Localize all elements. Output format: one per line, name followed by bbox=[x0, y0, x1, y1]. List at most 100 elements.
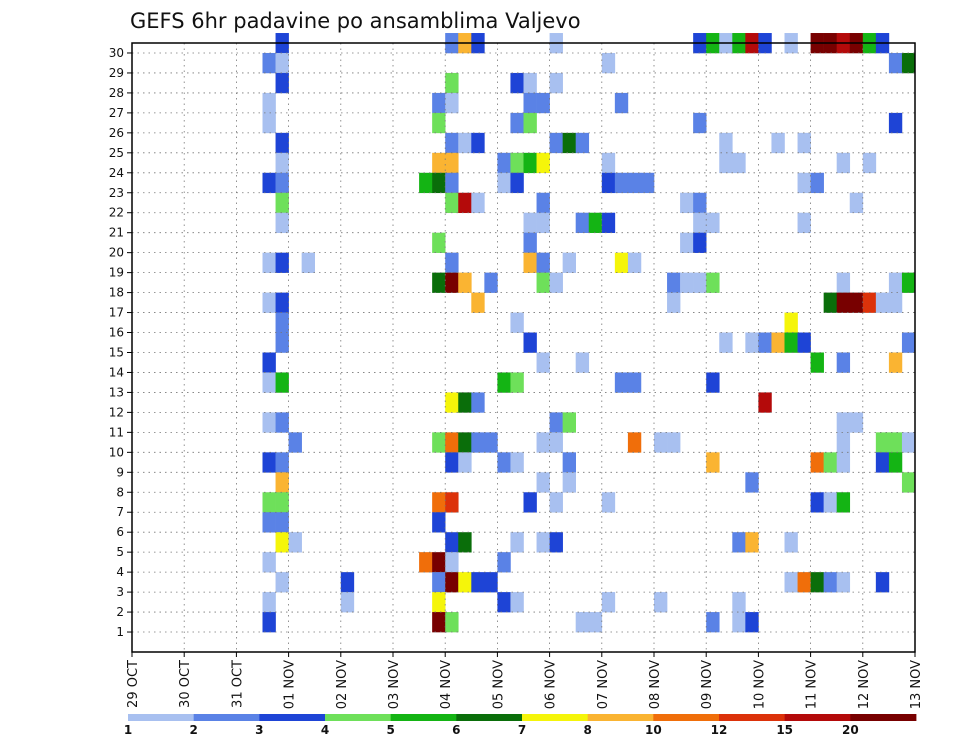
precip-cell bbox=[601, 52, 616, 74]
precip-cell bbox=[432, 592, 446, 613]
precip-cell bbox=[667, 432, 681, 453]
precip-cell bbox=[888, 272, 903, 293]
grid bbox=[132, 43, 915, 652]
precip-cell bbox=[549, 412, 563, 433]
precip-cell bbox=[706, 212, 720, 233]
precip-cell bbox=[562, 132, 576, 154]
precip-cell bbox=[575, 612, 590, 633]
y-tick-label: 18 bbox=[109, 286, 124, 300]
precip-cell bbox=[471, 192, 485, 214]
precip-cell bbox=[810, 452, 824, 473]
x-tick-label: 04 NOV bbox=[439, 660, 454, 709]
precip-cell bbox=[536, 472, 550, 493]
precip-cell bbox=[549, 272, 563, 293]
precip-cell bbox=[445, 552, 459, 573]
x-tick-label: 29 OCT bbox=[126, 660, 141, 708]
precip-cell bbox=[445, 192, 459, 214]
precip-cell bbox=[523, 232, 537, 253]
precip-cell bbox=[549, 532, 563, 553]
precip-cell bbox=[810, 172, 824, 194]
precip-cell bbox=[262, 512, 276, 533]
x-tick-label: 06 NOV bbox=[544, 660, 559, 709]
precip-cell bbox=[745, 532, 759, 553]
precip-cell bbox=[836, 432, 851, 453]
colorbar-label: 4 bbox=[321, 723, 329, 737]
precip-cell bbox=[875, 292, 890, 313]
precip-cell bbox=[575, 212, 590, 233]
y-tick-label: 30 bbox=[109, 46, 124, 60]
precip-cell bbox=[262, 112, 276, 134]
precip-cell bbox=[458, 392, 472, 413]
y-tick-label: 29 bbox=[109, 66, 124, 80]
y-tick-label: 9 bbox=[116, 465, 124, 479]
precip-cell bbox=[536, 192, 550, 214]
precip-cell bbox=[758, 392, 772, 413]
precip-cell bbox=[732, 612, 746, 633]
precip-cell bbox=[275, 72, 289, 94]
colorbar-label: 1 bbox=[124, 723, 132, 737]
x-tick-label: 30 OCT bbox=[178, 660, 193, 708]
precip-cell bbox=[836, 292, 851, 313]
colorbar-label: 20 bbox=[842, 723, 859, 737]
x-tick-label: 03 NOV bbox=[387, 660, 402, 709]
precip-cell bbox=[445, 452, 459, 473]
precip-cell bbox=[836, 572, 851, 593]
precip-cell bbox=[288, 532, 302, 553]
precip-cell bbox=[549, 492, 563, 513]
precip-cell bbox=[562, 472, 576, 493]
precip-cell bbox=[797, 132, 811, 154]
precip-cell bbox=[706, 452, 720, 473]
precip-cell bbox=[771, 332, 785, 353]
precip-cell bbox=[445, 172, 459, 194]
x-tick-label: 02 NOV bbox=[335, 660, 350, 709]
precip-cell bbox=[888, 112, 903, 134]
precip-cell bbox=[523, 332, 537, 353]
precip-cell bbox=[536, 272, 550, 293]
precip-cell bbox=[536, 252, 550, 273]
precip-cell bbox=[784, 532, 798, 553]
y-tick-label: 17 bbox=[109, 306, 124, 320]
precip-cell bbox=[614, 172, 629, 194]
precip-cell bbox=[823, 492, 837, 513]
precip-cell bbox=[288, 432, 302, 453]
colorbar-swatch bbox=[128, 714, 195, 721]
precip-cell bbox=[654, 592, 668, 613]
precip-cell bbox=[262, 492, 276, 513]
precip-cell bbox=[836, 452, 851, 473]
precip-cell bbox=[536, 152, 550, 174]
colorbar-label: 2 bbox=[189, 723, 197, 737]
precip-cell bbox=[732, 152, 746, 174]
precip-cell bbox=[523, 212, 537, 233]
precip-cell bbox=[862, 152, 877, 174]
precip-cell bbox=[797, 172, 811, 194]
y-tick-label: 16 bbox=[109, 326, 124, 340]
precip-cell bbox=[588, 612, 603, 633]
precip-cell bbox=[432, 152, 446, 174]
colorbar-label: 5 bbox=[386, 723, 394, 737]
precip-cell bbox=[484, 272, 498, 293]
precip-cell bbox=[262, 352, 276, 373]
precip-cell bbox=[771, 132, 785, 154]
precip-cell bbox=[862, 292, 877, 313]
precip-cell bbox=[262, 372, 276, 393]
y-tick-label: 1 bbox=[116, 625, 124, 639]
precip-cell bbox=[262, 252, 276, 273]
precip-cell bbox=[536, 432, 550, 453]
precip-cell bbox=[432, 492, 446, 513]
precip-cell bbox=[275, 532, 289, 553]
precip-cell bbox=[680, 272, 694, 293]
precip-cell bbox=[784, 312, 798, 333]
y-tick-label: 5 bbox=[116, 545, 124, 559]
x-tick-label: 10 NOV bbox=[752, 660, 767, 709]
precip-cell bbox=[497, 552, 511, 573]
x-tick-label: 11 NOV bbox=[805, 660, 820, 709]
precip-cell bbox=[901, 332, 916, 353]
precip-cell bbox=[601, 152, 616, 174]
precip-cell bbox=[888, 432, 903, 453]
colorbar-swatch bbox=[587, 714, 654, 721]
precip-cell bbox=[275, 452, 289, 473]
precip-cell bbox=[432, 272, 446, 293]
precip-cell bbox=[836, 152, 851, 174]
precip-cell bbox=[562, 252, 576, 273]
precip-cell bbox=[614, 252, 629, 273]
